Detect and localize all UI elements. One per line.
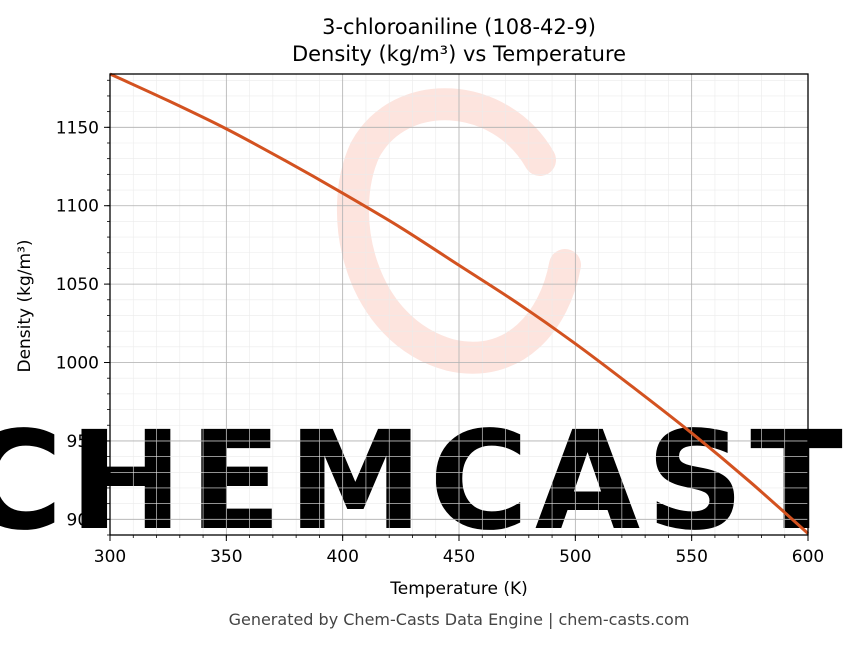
density-series-line bbox=[109, 72, 809, 535]
y-tick-label: 900 bbox=[67, 510, 99, 530]
y-tick-label: 1050 bbox=[56, 275, 99, 295]
watermark-logo-c bbox=[337, 88, 581, 374]
chart-title-line1: 3-chloroaniline (108-42-9) bbox=[322, 15, 596, 39]
y-tick-label: 1000 bbox=[56, 354, 99, 374]
x-tick-label: 400 bbox=[326, 547, 358, 567]
chemcasts-watermark: CHEMCASTS bbox=[0, 88, 843, 561]
y-tick-label: 950 bbox=[67, 432, 99, 452]
x-axis-label: Temperature (K) bbox=[389, 579, 528, 599]
y-tick-label: 1150 bbox=[56, 118, 99, 138]
x-tick-label: 450 bbox=[443, 547, 475, 567]
x-tick-label: 550 bbox=[675, 547, 707, 567]
x-tick-label: 500 bbox=[559, 547, 591, 567]
y-axis-ticks: 900 950 1000 1050 1100 1150 bbox=[56, 79, 110, 536]
chart-title-line2: Density (kg/m³) vs Temperature bbox=[292, 42, 626, 66]
x-tick-label: 300 bbox=[94, 547, 126, 567]
footer-credit: Generated by Chem-Casts Data Engine | ch… bbox=[229, 610, 690, 629]
watermark-text: CHEMCASTS bbox=[0, 403, 843, 561]
y-axis-label: Density (kg/m³) bbox=[15, 239, 35, 372]
x-tick-label: 600 bbox=[792, 547, 824, 567]
x-tick-label: 350 bbox=[210, 547, 242, 567]
y-tick-label: 1100 bbox=[56, 197, 99, 217]
x-axis-ticks: 300 350 400 450 500 550 600 bbox=[94, 535, 824, 567]
